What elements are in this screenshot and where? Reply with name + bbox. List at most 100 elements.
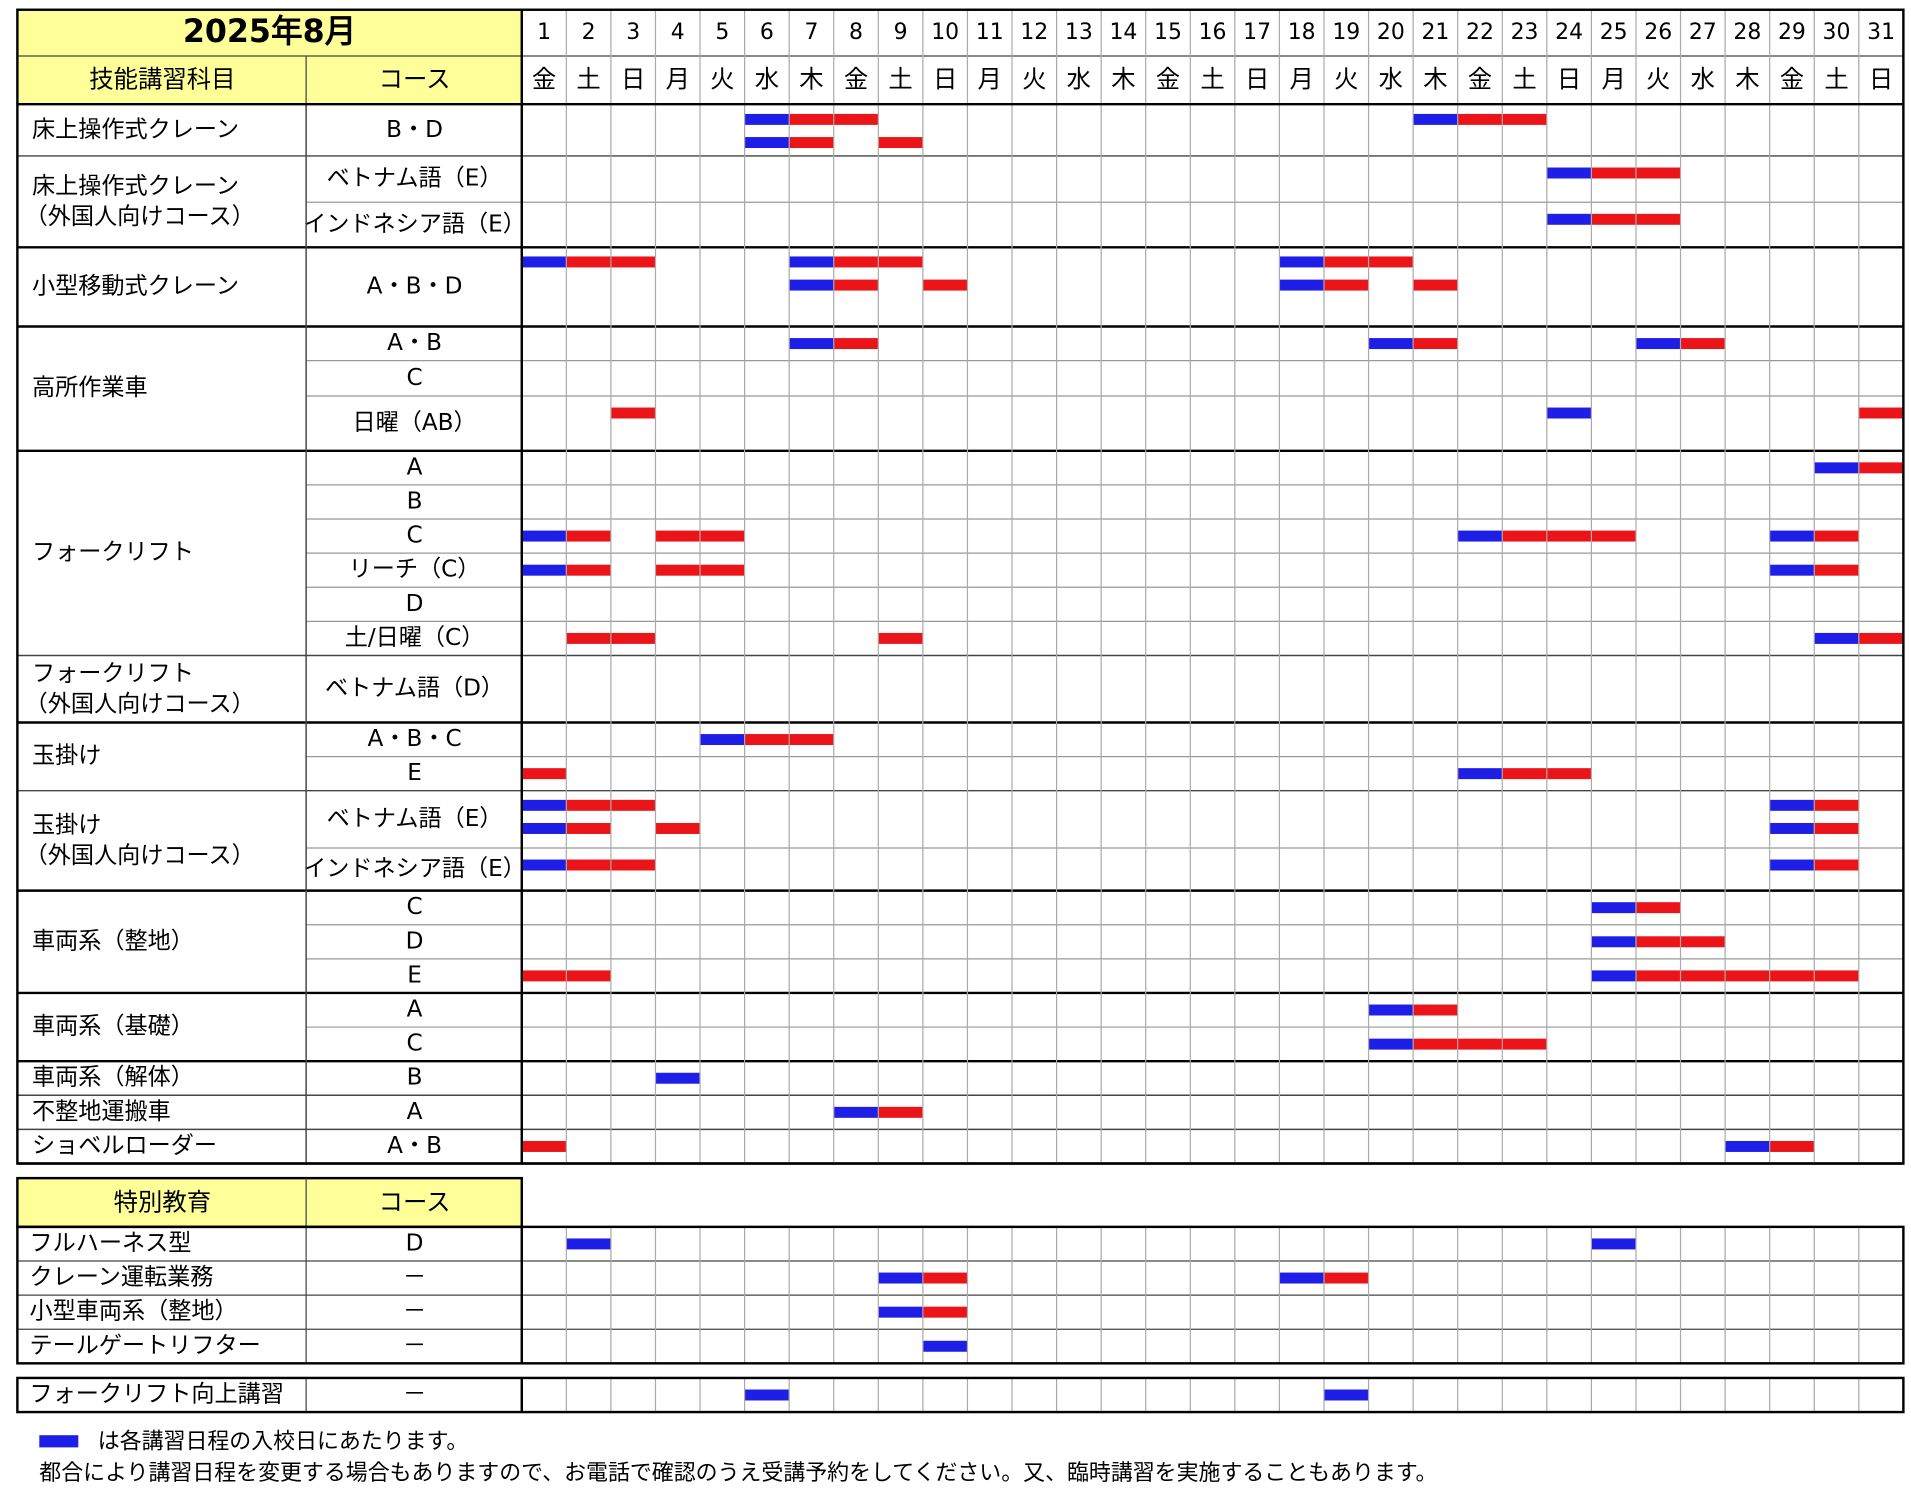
entry-day	[1769, 822, 1815, 834]
entry-day	[878, 1272, 923, 1284]
entry-day	[789, 338, 834, 350]
course-name: A	[407, 454, 423, 480]
weekday: 木	[1423, 64, 1447, 93]
course-day	[1502, 1038, 1547, 1050]
entry-day	[744, 113, 790, 125]
subject-label: 技能講習科目	[89, 64, 235, 93]
day-number: 14	[1109, 20, 1137, 45]
course-day	[1814, 822, 1859, 834]
course-name: ベトナム語（E）	[327, 166, 503, 192]
weekday: 金	[1780, 64, 1804, 93]
course-name: 土/日曜（C）	[345, 625, 485, 651]
course-day	[566, 859, 611, 871]
course-day	[1769, 970, 1815, 982]
weekday: 金	[1468, 64, 1492, 93]
course-name: 日曜（AB）	[352, 410, 476, 436]
day-number: 4	[671, 20, 685, 45]
course-name: C	[406, 894, 422, 920]
entry-day	[1769, 564, 1815, 576]
day-number: 6	[760, 20, 774, 45]
course-day	[521, 1140, 567, 1152]
day-number: 26	[1644, 20, 1672, 45]
subject-name: 車両系（解体）	[32, 1065, 194, 1091]
weekday: 日	[1869, 64, 1893, 93]
course-day	[1591, 167, 1636, 179]
day-number: 10	[931, 20, 959, 45]
entry-day	[521, 799, 567, 811]
day-number: 17	[1243, 20, 1271, 45]
course-day	[1814, 859, 1859, 871]
entry-day	[1368, 338, 1414, 350]
course-day	[789, 137, 834, 149]
entry-day	[566, 1238, 611, 1250]
weekday: 金	[844, 64, 868, 93]
entry-day	[1457, 768, 1503, 780]
subject-name: （外国人向けコース）	[25, 691, 255, 717]
entry-day	[1323, 1389, 1369, 1401]
entry-day	[1591, 970, 1636, 982]
subject-name: （外国人向けコース）	[25, 204, 255, 230]
course-day	[566, 530, 611, 542]
day-number: 20	[1377, 20, 1405, 45]
weekday: 木	[799, 64, 823, 93]
course-day	[922, 1306, 968, 1318]
row-course: D	[406, 1230, 424, 1256]
course-name: ベトナム語（E）	[327, 806, 503, 832]
course-name: ベトナム語（D）	[325, 675, 504, 701]
weekday: 土	[1512, 64, 1536, 93]
entry-day	[655, 1072, 701, 1084]
entry-day	[1457, 530, 1503, 542]
course-name: A・B	[387, 330, 442, 356]
day-number: 30	[1823, 20, 1851, 45]
course-day	[1858, 632, 1904, 644]
day-number: 2	[582, 20, 596, 45]
course-day	[1635, 902, 1681, 914]
course-day	[878, 632, 923, 644]
course-day	[1680, 338, 1726, 350]
course-name: A・B・C	[368, 726, 462, 752]
course-name: C	[406, 1031, 422, 1057]
entry-day	[521, 859, 567, 871]
entry-day	[1546, 407, 1592, 419]
course-day	[566, 799, 611, 811]
weekday: 水	[755, 64, 779, 93]
weekday: 月	[1290, 64, 1314, 93]
day-number: 5	[715, 20, 729, 45]
row-course: －	[403, 1382, 426, 1408]
legend-swatch	[39, 1435, 79, 1448]
entry-day	[1279, 256, 1324, 268]
course-day	[1680, 936, 1726, 948]
course-day	[1769, 1140, 1815, 1152]
course-day	[1814, 799, 1859, 811]
course-day	[610, 632, 656, 644]
weekday: 火	[710, 64, 734, 93]
weekday: 月	[1601, 64, 1625, 93]
course-day	[1814, 530, 1859, 542]
entry-day	[521, 256, 567, 268]
weekday: 日	[1557, 64, 1581, 93]
course-day	[1546, 768, 1592, 780]
subject-name: ショベルローダー	[32, 1133, 217, 1159]
entry-day	[1368, 1038, 1414, 1050]
day-number: 25	[1600, 20, 1628, 45]
course-day	[833, 113, 879, 125]
course-name: C	[406, 523, 422, 549]
weekday: 火	[1022, 64, 1046, 93]
course-day	[566, 822, 611, 834]
title-cell	[17, 9, 522, 57]
course-day	[1502, 113, 1547, 125]
course-label: コース	[379, 64, 451, 93]
course-day	[1591, 213, 1636, 225]
entry-day	[1591, 936, 1636, 948]
subject-name: 玉掛け	[32, 813, 101, 839]
entry-day	[1769, 799, 1815, 811]
entry-day	[1368, 1004, 1414, 1016]
day-number: 31	[1867, 20, 1895, 45]
row-course: －	[403, 1265, 426, 1291]
weekday: 土	[888, 64, 912, 93]
subject-name: 床上操作式クレーン	[32, 174, 239, 200]
weekday: 水	[1691, 64, 1715, 93]
course-day	[566, 256, 611, 268]
